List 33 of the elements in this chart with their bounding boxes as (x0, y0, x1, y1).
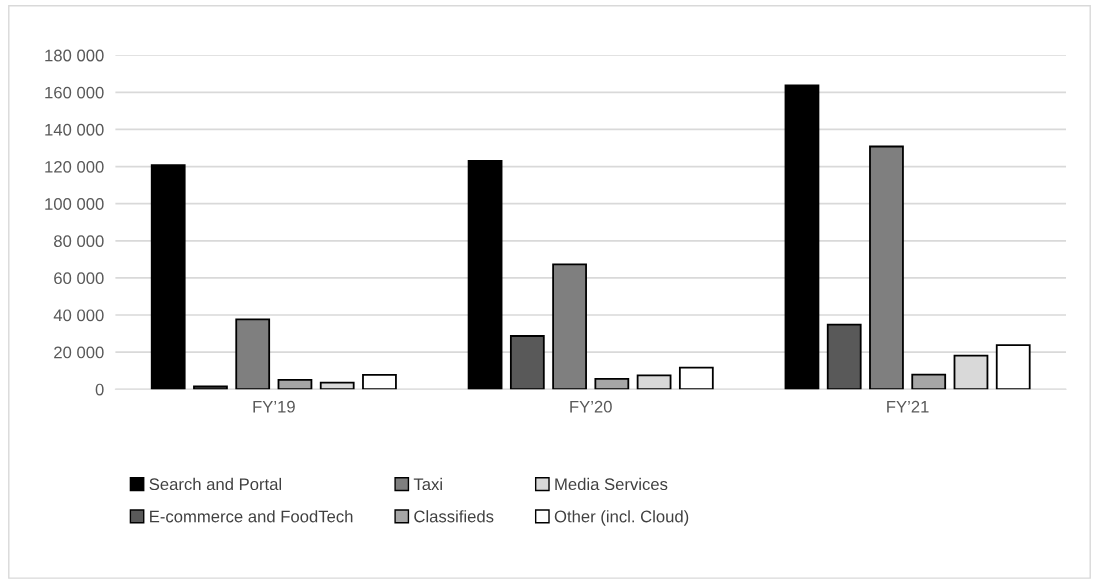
y-tick-label: 120 000 (45, 160, 104, 173)
bar (509, 335, 545, 390)
bar (467, 159, 503, 390)
legend-label: Other (incl. Cloud) (554, 510, 689, 526)
legend-label: Classifieds (414, 510, 494, 523)
bar (150, 164, 186, 390)
bar (235, 318, 271, 390)
y-tick-label: 20 000 (54, 346, 104, 359)
y-tick-label: 140 000 (45, 123, 104, 136)
bar (594, 377, 630, 390)
x-tick-label: FY’19 (253, 400, 295, 413)
legend-label: Taxi (413, 477, 442, 491)
legend-label: Search and Portal (149, 477, 282, 491)
y-tick-label: 180 000 (45, 49, 104, 62)
bar (552, 263, 587, 390)
y-tick-label: 80 000 (54, 235, 104, 247)
x-tick-label: FY’20 (570, 400, 612, 413)
bar (678, 366, 714, 390)
y-tick-label: 160 000 (45, 86, 104, 99)
bar (911, 373, 947, 390)
y-tick-label: 0 (95, 383, 104, 396)
bar (995, 344, 1031, 390)
y-tick-label: 60 000 (54, 272, 104, 285)
bar (784, 84, 820, 390)
legend-label: Media Services (555, 477, 668, 491)
bar (826, 323, 862, 390)
y-tick-label: 40 000 (53, 309, 104, 322)
bar (277, 378, 313, 390)
legend-label: E-commerce and FoodTech (150, 510, 353, 523)
bar (362, 373, 397, 390)
y-tick-label: 100 000 (45, 198, 104, 210)
x-tick-label: FY’21 (887, 400, 929, 413)
bar (869, 145, 904, 390)
